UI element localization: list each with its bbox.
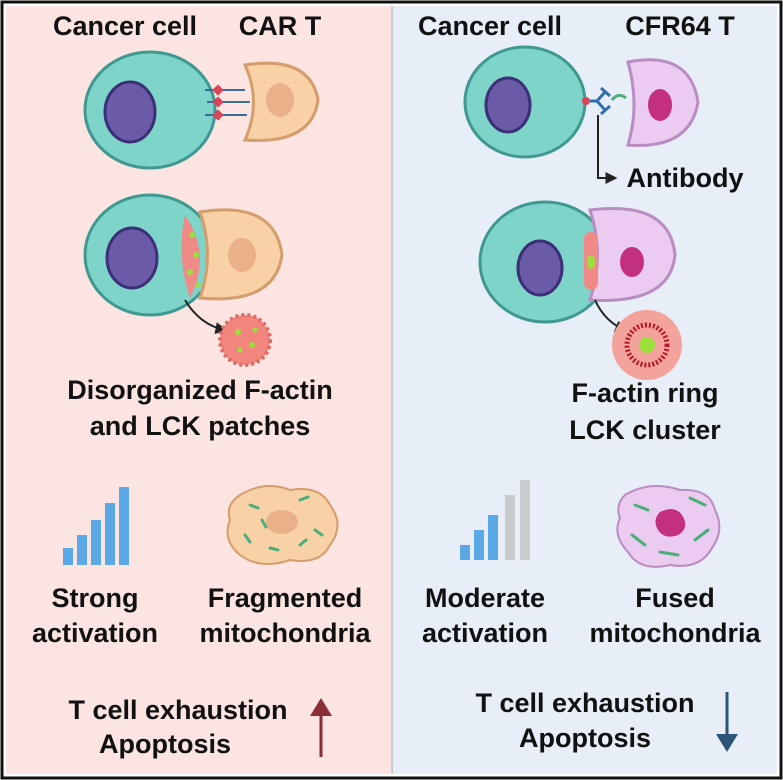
cfr64-synapse	[478, 200, 682, 380]
car-t-cells-top	[83, 50, 320, 170]
cfr64-t-label: CFR64 T	[625, 11, 735, 41]
synapse-text: F-actin ring	[572, 378, 719, 408]
cancer-cell-label: Cancer cell	[53, 11, 197, 41]
down-arrow	[716, 692, 738, 752]
synapse-text: and LCK patches	[90, 411, 311, 441]
mitochondria-text: Fragmented	[208, 583, 363, 613]
right-panel	[393, 6, 777, 774]
car-t-label: CAR T	[239, 11, 322, 41]
activation-text: activation	[422, 618, 548, 648]
mitochondria-text: Fused	[635, 583, 715, 613]
outcome-text: T cell exhaustion	[68, 695, 287, 725]
outcome-text: Apoptosis	[519, 723, 651, 753]
mitochondria-text: mitochondria	[199, 618, 371, 648]
activation-text: Moderate	[425, 583, 545, 613]
activation-icon	[460, 480, 530, 560]
synapse-text: LCK cluster	[569, 415, 721, 445]
cfr64-cells-top	[463, 45, 700, 184]
fused-mitochondria-icon	[616, 485, 721, 568]
activation-text: Strong	[52, 583, 139, 613]
fragmented-mitochondria-icon	[226, 485, 339, 565]
activation-icon	[63, 487, 129, 565]
antibody-label: Antibody	[627, 163, 744, 193]
outcome-text: Apoptosis	[99, 729, 231, 759]
up-arrow	[310, 698, 332, 757]
cancer-cell-label: Cancer cell	[418, 11, 562, 41]
outcome-text: T cell exhaustion	[475, 688, 694, 718]
mitochondria-text: mitochondria	[589, 618, 761, 648]
car-t-synapse	[83, 193, 284, 367]
synapse-text: Disorganized F-actin	[67, 375, 333, 405]
activation-text: activation	[32, 618, 158, 648]
